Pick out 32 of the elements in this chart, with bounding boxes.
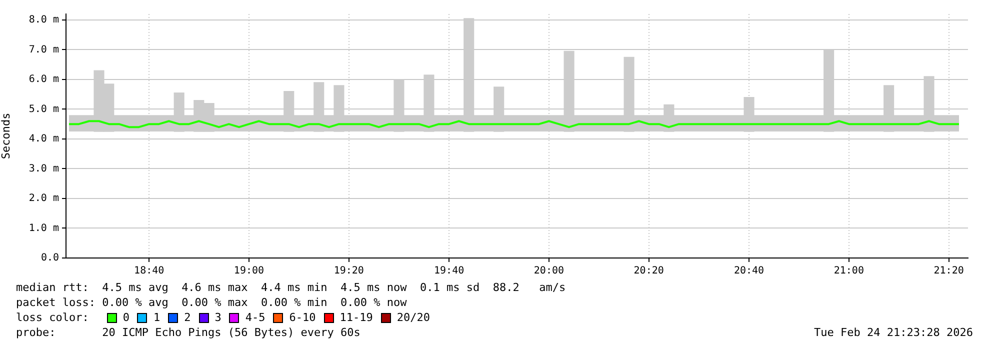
y-tick-label: 2.0 m	[28, 193, 59, 204]
text: median rtt: 4.5 ms avg 4.6 ms max 4.4 ms min 4.5 ms now 0.1 ms sd 88.2 am/s	[16, 280, 567, 295]
y-tick-label: 5.0 m	[28, 104, 59, 115]
x-tick-label: 20:20	[634, 266, 664, 277]
x-tick-label: 19:20	[334, 266, 364, 277]
x-tick-label: 18:40	[134, 266, 164, 277]
x-tick-label: 20:40	[734, 266, 764, 277]
legend-label: 11-19	[340, 310, 373, 325]
y-tick-label: 4.0 m	[28, 134, 59, 145]
legend-label: 0	[122, 310, 130, 325]
x-tick-label: 21:20	[934, 266, 964, 277]
text: probe: 20 ICMP Echo Pings (56 Bytes) every 60s	[16, 325, 360, 340]
legend-label: 1	[153, 310, 160, 325]
y-tick-label: 3.0 m	[28, 163, 59, 174]
text: packet loss: 0.00 % avg 0.00 % max 0.00 % min 0.00 % now	[16, 295, 408, 310]
x-tick-label: 20:00	[534, 266, 564, 277]
x-tick-label: 19:00	[234, 266, 264, 277]
x-tick-label: 19:40	[434, 266, 464, 277]
legend-label: 3	[214, 310, 222, 325]
y-tick-label: 8.0 m	[28, 14, 59, 26]
y-axis-title: Seconds	[0, 112, 12, 160]
y-tick-label: 6.0 m	[28, 74, 59, 86]
text: Tue Feb 24 21:23:28 2026	[814, 325, 973, 340]
y-tick-label: 7.0 m	[28, 44, 59, 56]
y-tick-label: 1.0 m	[28, 222, 59, 234]
legend-label: 20/20	[396, 310, 430, 325]
legend-label: 6-10	[289, 310, 316, 325]
legend-title: loss color:	[16, 310, 89, 325]
x-tick-label: 21:00	[834, 266, 864, 277]
legend-label: 2	[184, 310, 191, 325]
legend-label: 4-5	[245, 310, 266, 325]
y-tick-label: 0.0	[40, 252, 59, 264]
